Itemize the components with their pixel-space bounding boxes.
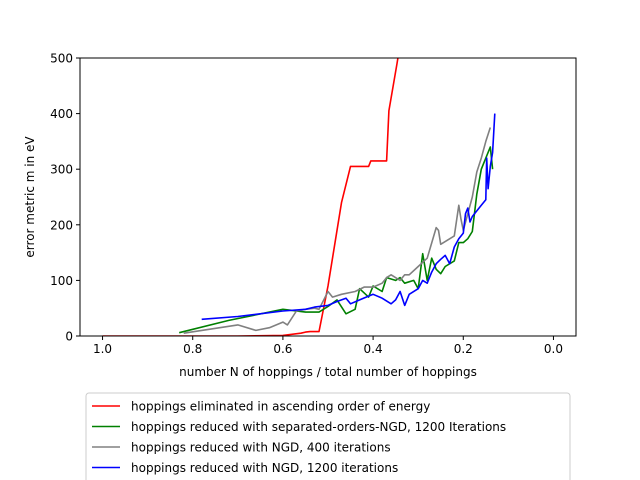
series-line-4: [201, 113, 496, 321]
plot-frame: [79, 57, 577, 337]
y-tick-label: 400: [50, 107, 73, 121]
y-tick-label: 200: [50, 218, 73, 232]
legend-label: hoppings eliminated in ascending order o…: [131, 400, 430, 414]
legend-label: hoppings reduced with NGD, 400 iteration…: [131, 441, 391, 455]
x-tick-label: 0.8: [183, 342, 202, 356]
y-axis-label: error metric m in eV: [23, 136, 37, 258]
x-tick-label: 0.0: [544, 342, 563, 356]
y-tick-label: 500: [50, 52, 73, 66]
x-tick-label: 0.6: [273, 342, 292, 356]
y-tick-label: 300: [50, 163, 73, 177]
y-tick-label: 0: [65, 330, 73, 344]
y-tick-label: 100: [50, 274, 73, 288]
legend: hoppings eliminated in ascending order o…: [85, 392, 571, 480]
x-tick-label: 0.2: [454, 342, 473, 356]
legend-label: hoppings reduced with NGD, 1200 iteratio…: [131, 461, 398, 475]
x-axis-label: number N of hoppings / total number of h…: [179, 365, 477, 379]
x-tick-label: 1.0: [93, 342, 112, 356]
y-axis: 0 100 200 300 400 500: [50, 52, 80, 344]
x-axis: 1.0 0.8 0.6 0.4 0.2 0.0: [93, 336, 563, 356]
x-tick-label: 0.4: [364, 342, 383, 356]
legend-box: [85, 392, 571, 480]
legend-label: hoppings reduced with separated-orders-N…: [131, 420, 506, 434]
